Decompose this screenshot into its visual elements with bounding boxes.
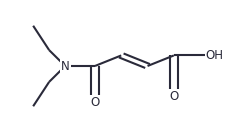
Text: N: N [61,60,70,72]
Text: O: O [169,90,178,103]
Text: OH: OH [206,49,224,62]
Text: O: O [90,96,100,109]
